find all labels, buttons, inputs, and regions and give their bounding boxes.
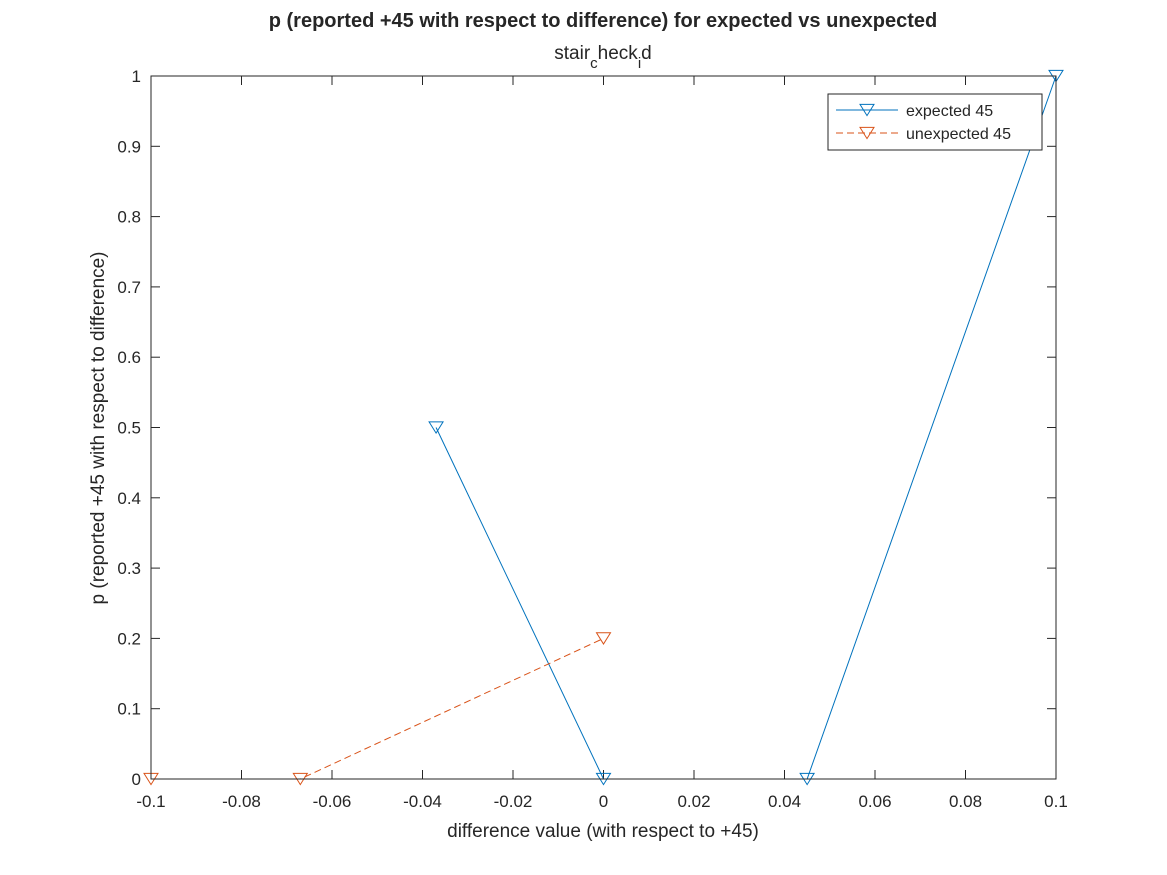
y-tick-label: 0.5 xyxy=(117,419,141,438)
x-tick-label: -0.06 xyxy=(313,792,352,811)
legend-box xyxy=(827,93,1043,151)
legend-label-2: unexpected 45 xyxy=(906,126,1011,143)
y-tick-label: 0.4 xyxy=(117,489,141,508)
y-tick-label: 0.9 xyxy=(117,137,141,156)
plot-area xyxy=(151,76,1056,779)
x-tick-label: 0.06 xyxy=(858,792,891,811)
subtitle-part-2: heck xyxy=(598,43,639,64)
legend-marker-1 xyxy=(859,103,875,117)
subtitle-part-3: d xyxy=(641,43,652,64)
x-tick-label: 0.04 xyxy=(768,792,801,811)
tick-labels: -0.1 -0.08 -0.06 -0.04 -0.02 0 0.02 0.04 0.06 0.0… xyxy=(117,67,1067,811)
x-axis-label: difference value (with respect to +45) xyxy=(447,821,759,842)
chart-title: p (reported +45 with respect to differen… xyxy=(269,10,938,32)
subtitle-subscript-2: i xyxy=(638,55,641,72)
series-2-marker xyxy=(595,632,612,645)
x-tick-label: 0 xyxy=(599,792,608,811)
x-tick-label: 0.02 xyxy=(677,792,710,811)
legend-marker-2 xyxy=(859,126,875,140)
legend: expected 45 unexpected 45 xyxy=(827,93,1043,151)
x-tick-label: 0.1 xyxy=(1044,792,1068,811)
series-1-marker xyxy=(428,421,444,435)
subtitle-part-1: stair xyxy=(554,43,591,64)
y-tick-label: 0.2 xyxy=(117,629,141,648)
y-tick-label: 0 xyxy=(132,770,141,789)
y-tick-label: 0.7 xyxy=(117,278,141,297)
y-tick-label: 0.6 xyxy=(117,348,141,367)
y-tick-label: 0.1 xyxy=(117,700,141,719)
y-tick-label: 0.8 xyxy=(117,208,141,227)
x-tick-label: -0.02 xyxy=(494,792,533,811)
legend-label-1: expected 45 xyxy=(906,103,993,120)
x-tick-label: 0.08 xyxy=(949,792,982,811)
y-tick-label: 0.3 xyxy=(117,559,141,578)
y-axis-label: p (reported +45 with respect to differen… xyxy=(88,252,109,605)
x-tick-label: -0.04 xyxy=(403,792,442,811)
chart-subtitle: staircheckid xyxy=(554,43,651,72)
subtitle-subscript-1: c xyxy=(590,55,598,72)
y-tick-label: 1 xyxy=(132,67,141,86)
legend-entries: expected 45 unexpected 45 xyxy=(836,103,1011,143)
x-tick-label: -0.08 xyxy=(222,792,261,811)
x-tick-label: -0.1 xyxy=(136,792,165,811)
axes-box xyxy=(150,75,1057,780)
